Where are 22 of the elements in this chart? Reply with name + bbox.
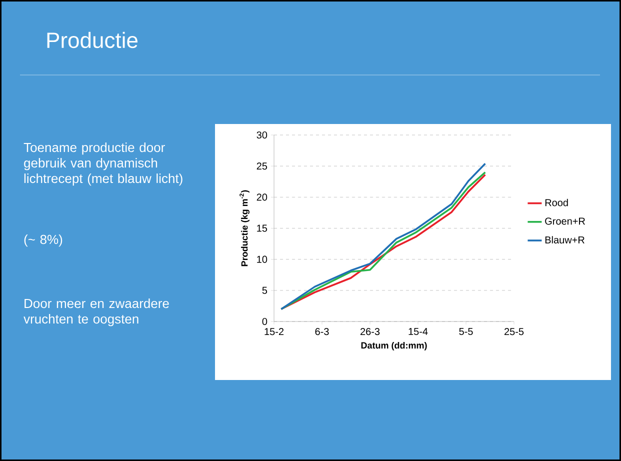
x-tick-label: 26-3 [360, 328, 380, 336]
y-tick-label: 5 [262, 286, 268, 294]
x-tick-label: 15-4 [408, 328, 428, 336]
x-axis-title: Datum (dd:mm) [361, 342, 427, 350]
y-tick-label: 10 [257, 256, 268, 263]
text: (~ 8%) [24, 234, 62, 247]
y-tick-label: 25 [256, 162, 268, 170]
text: Productie [47, 32, 138, 48]
legend-label: Blauw+R [545, 236, 584, 244]
y-axis-title: Productie (kg m$^{-2}$) [240, 190, 250, 266]
x-tick-label: 15-2 [264, 328, 284, 336]
text: Door meer en zwaardere vruchten te oogsten [24, 298, 169, 326]
x-tick-label: 6-3 [315, 328, 329, 336]
legend-label: Groen+R [545, 218, 585, 225]
x-tick-label: 5-5 [459, 328, 473, 336]
text: Toename productie door gebruik van dynamisch lichtrecept (met blauw licht) [24, 142, 182, 186]
y-tick-label: 20 [256, 194, 268, 201]
x-tick-label: 25-5 [504, 328, 524, 336]
y-tick-label: 15 [257, 224, 268, 232]
legend-label: Rood [545, 198, 568, 206]
y-tick-label: 0 [262, 318, 268, 326]
y-tick-label: 30 [256, 131, 268, 139]
